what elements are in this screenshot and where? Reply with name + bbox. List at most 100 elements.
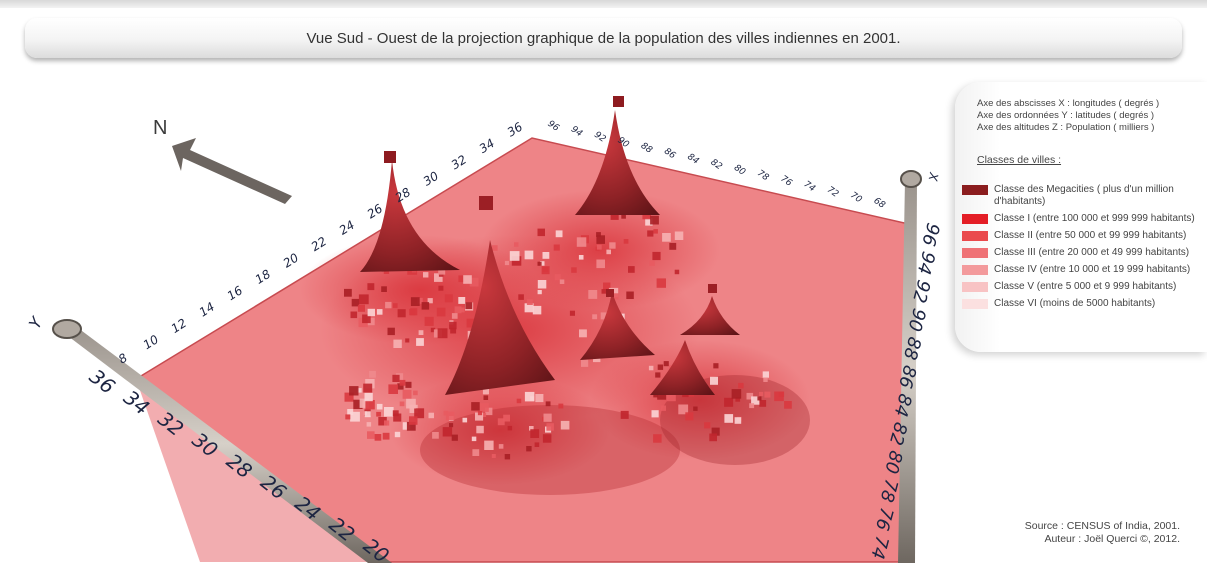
city-cube xyxy=(344,392,354,402)
city-cube xyxy=(596,235,605,244)
city-cube xyxy=(540,261,545,266)
city-cube xyxy=(458,297,466,304)
city-cube xyxy=(353,399,363,409)
peak-cap-delhi xyxy=(384,151,396,163)
city-cube xyxy=(713,363,719,369)
y-axis-rod xyxy=(60,325,392,563)
city-cube xyxy=(596,259,605,269)
city-cube xyxy=(498,444,504,449)
x-ticks-back: 96 94 92 90 88 86 84 82 80 78 76 74 72 70 68 xyxy=(546,119,887,211)
city-cube xyxy=(542,266,549,272)
y-tick-back: 16 xyxy=(225,283,246,303)
city-cube xyxy=(560,420,570,430)
city-cube xyxy=(430,327,436,333)
city-cube xyxy=(610,211,619,220)
city-cube xyxy=(351,298,360,307)
legend-panel: Axe des abscisses X : longitudes ( degré… xyxy=(955,82,1207,352)
y-tick-back: 22 xyxy=(309,234,329,254)
city-cube xyxy=(504,454,511,460)
city-cube xyxy=(674,269,680,275)
city-cube xyxy=(612,293,619,300)
legend-swatch xyxy=(962,185,988,195)
city-cube xyxy=(571,267,577,273)
city-cube xyxy=(394,431,401,438)
city-cube xyxy=(438,285,444,291)
city-cube xyxy=(392,374,400,382)
city-cube xyxy=(358,294,369,305)
x-tick-back: 84 xyxy=(685,152,700,167)
city-cube xyxy=(647,230,654,237)
legend-label: Classe des Megacities ( plus d'un millio… xyxy=(994,184,1174,207)
legend-item: Classe III (entre 20 000 et 49 999 habit… xyxy=(962,247,1207,259)
city-cube xyxy=(734,417,742,424)
x-tick-back: 96 xyxy=(546,119,561,134)
city-cube xyxy=(402,422,411,430)
x-tick-back: 92 xyxy=(592,130,607,145)
city-cube xyxy=(656,278,666,288)
city-cube xyxy=(535,394,544,403)
city-cube xyxy=(364,411,371,418)
peak-mumbai xyxy=(445,240,555,395)
y-tick-back: 12 xyxy=(169,316,189,336)
city-cube xyxy=(504,260,510,266)
city-cube xyxy=(387,327,395,336)
city-cube xyxy=(537,290,542,295)
city-cube xyxy=(759,400,767,407)
city-cube xyxy=(366,422,372,427)
y-axis-description: Axe des ordonnées Y : latitudes ( degrés… xyxy=(977,110,1155,121)
city-cube xyxy=(405,381,412,388)
x-axis-letter: X xyxy=(925,170,941,182)
city-cube xyxy=(724,414,734,423)
peak-cap-kolkata xyxy=(613,96,624,107)
city-cube xyxy=(592,314,598,320)
y-tick-back: 26 xyxy=(365,201,386,221)
city-cube xyxy=(524,250,534,260)
city-cube xyxy=(526,299,533,305)
city-cube xyxy=(663,361,669,367)
legend-swatch xyxy=(962,265,988,275)
x-tick-back: 80 xyxy=(732,163,747,178)
city-cube xyxy=(399,379,406,386)
city-cube xyxy=(384,407,394,417)
city-cube xyxy=(385,301,392,309)
city-cube xyxy=(534,442,540,447)
city-cube xyxy=(749,403,755,409)
city-cube xyxy=(409,308,416,316)
credits: Source : CENSUS of India, 2001. Auteur :… xyxy=(1020,520,1180,546)
city-cube xyxy=(399,401,405,407)
city-cube xyxy=(423,272,429,278)
legend-swatch xyxy=(962,248,988,258)
legend-item: Classe I (entre 100 000 et 999 999 habit… xyxy=(962,213,1207,225)
city-cube xyxy=(376,309,383,315)
city-cube xyxy=(444,294,453,303)
city-cube xyxy=(449,423,454,428)
x-tick-back: 86 xyxy=(662,146,677,161)
chart-title-banner: Vue Sud - Ouest de la projection graphiq… xyxy=(25,18,1182,58)
city-cube xyxy=(555,230,563,238)
legend-item: Classe des Megacities ( plus d'un millio… xyxy=(962,184,1207,208)
city-cube xyxy=(620,410,629,419)
city-cube xyxy=(416,297,423,304)
city-cube xyxy=(778,391,785,397)
city-cube xyxy=(392,410,399,417)
city-cube xyxy=(475,412,484,421)
city-cube xyxy=(596,232,601,237)
city-cube xyxy=(445,411,455,421)
legend-swatch xyxy=(962,214,988,224)
y-axis-knob xyxy=(52,319,82,339)
city-cube xyxy=(497,418,505,426)
city-cube xyxy=(678,404,689,415)
city-cube xyxy=(711,427,720,436)
city-cube xyxy=(558,403,564,409)
city-cube xyxy=(524,303,534,313)
city-cube xyxy=(524,391,535,402)
x-tick-back: 78 xyxy=(755,168,770,183)
legend-item: Classe VI (moins de 5000 habitants) xyxy=(962,298,1207,310)
y-tick-back: 18 xyxy=(253,267,274,287)
legend-label: Classe V (entre 5 000 et 9 999 habitants… xyxy=(994,281,1177,292)
city-cube xyxy=(376,411,381,417)
legend-item: Classe IV (entre 10 000 et 19 999 habita… xyxy=(962,264,1207,276)
city-cube xyxy=(432,432,439,439)
city-cube xyxy=(458,275,466,283)
